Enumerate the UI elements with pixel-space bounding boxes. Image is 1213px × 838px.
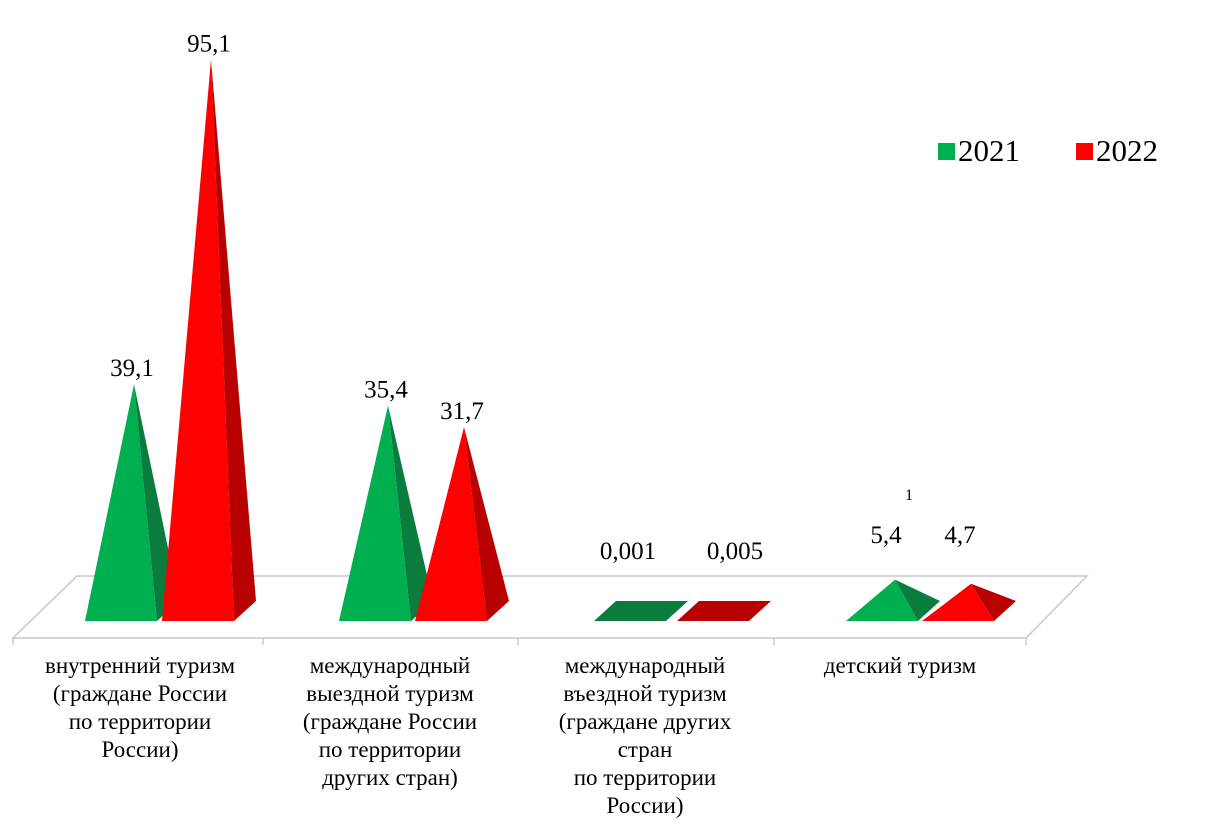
category-label-domestic: внутренний туризм (граждане России по те… <box>44 653 236 763</box>
bar-2021-1 <box>339 405 411 621</box>
chart-floor <box>11 575 1089 645</box>
chart-bars <box>85 59 1016 622</box>
data-label-2021-3: 5,4 <box>870 522 902 549</box>
data-label-2021-2: 0,001 <box>600 538 656 565</box>
bar-2021-3 <box>846 579 918 621</box>
legend-swatch-2021 <box>938 142 955 160</box>
bar-2022-1 <box>415 427 487 621</box>
data-label-2021-0: 39,1 <box>110 355 154 382</box>
data-label-2022-2: 0,005 <box>707 538 763 565</box>
data-label-2022-0: 95,1 <box>187 30 231 57</box>
bar-2022-0 <box>162 59 234 622</box>
bar-side-2022-0 <box>211 59 256 622</box>
bar-side-2022-3 <box>971 583 1016 621</box>
footnote-mark: 1 <box>905 487 913 504</box>
legend-label-2021: 2021 <box>958 133 1020 168</box>
data-label-2021-1: 35,4 <box>364 377 408 404</box>
legend-label-2022: 2022 <box>1096 133 1158 168</box>
bar-2022-2 <box>677 601 771 621</box>
floor-plane <box>11 575 1089 639</box>
category-label-outbound: международный выездной туризм (граждане … <box>302 653 478 791</box>
bar-2021-0 <box>85 384 157 621</box>
bar-side-2021-3 <box>895 579 940 621</box>
category-label-inbound: международный въездной туризм (граждане … <box>558 653 732 819</box>
bar-side-2022-1 <box>464 427 509 621</box>
bar-2021-2 <box>594 601 688 621</box>
data-label-2022-3: 4,7 <box>944 522 975 549</box>
bar-side-2021-1 <box>388 405 433 621</box>
bar-2022-3 <box>922 583 994 621</box>
category-label-children: детский туризм <box>823 653 977 678</box>
data-labels: 39,1 35,4 0,001 5,4 95,1 31,7 0,005 4,7 <box>110 30 976 565</box>
data-label-2022-1: 31,7 <box>440 398 484 425</box>
legend-item-2022: 2022 <box>1076 133 1158 169</box>
legend-swatch-2022 <box>1076 142 1093 160</box>
legend: 2021 2022 <box>938 133 1158 169</box>
legend-item-2021: 2021 <box>938 133 1020 169</box>
